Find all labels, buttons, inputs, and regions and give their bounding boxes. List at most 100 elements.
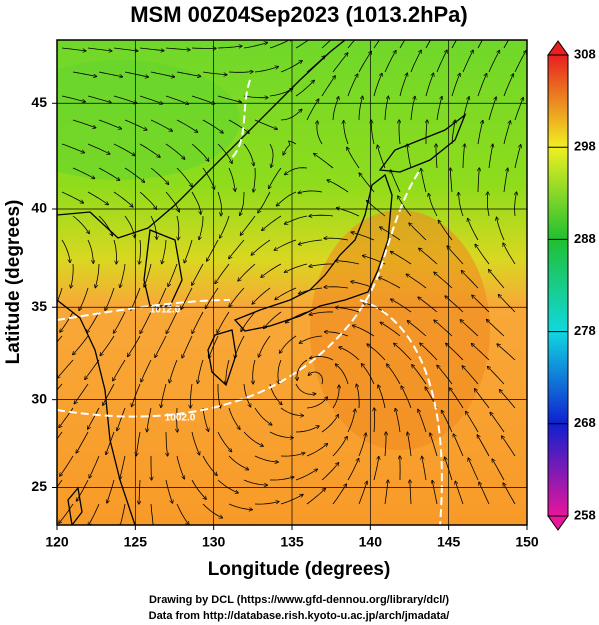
streamline: [72, 71, 97, 77]
streamline: [462, 366, 479, 385]
y-tick-label: 30: [31, 390, 47, 406]
streamline: [198, 359, 204, 383]
streamline: [240, 191, 245, 215]
streamline: [380, 322, 401, 337]
streamline: [113, 95, 137, 103]
streamline: [177, 407, 178, 432]
streamline: [147, 407, 152, 432]
streamline: [438, 220, 453, 241]
streamline: [235, 335, 245, 358]
streamline: [139, 479, 140, 504]
streamline: [229, 239, 245, 259]
streamline: [139, 47, 164, 51]
streamline: [162, 239, 167, 264]
streamline: [514, 98, 523, 121]
streamline: [57, 479, 63, 488]
streamline: [490, 412, 505, 433]
streamline: [243, 43, 267, 49]
streamline: [264, 311, 282, 329]
streamline: [335, 364, 349, 385]
streamline: [391, 170, 401, 193]
contour-label: 1002.0: [165, 413, 196, 424]
streamline: [57, 287, 63, 304]
streamline: [437, 365, 453, 385]
streamline: [106, 431, 115, 455]
colorbar-tick-label: 268: [574, 415, 596, 430]
streamline: [165, 95, 189, 104]
streamline: [412, 365, 427, 385]
streamline: [220, 215, 230, 238]
colorbar-tick-label: 258: [574, 507, 596, 522]
streamline: [295, 426, 319, 433]
streamline: [156, 287, 167, 310]
cool-region: [57, 60, 240, 180]
streamline: [359, 173, 375, 193]
isobar: [359, 299, 443, 525]
streamline: [228, 455, 249, 470]
streamline: [363, 256, 386, 265]
streamline: [321, 463, 339, 481]
streamline: [113, 191, 133, 207]
x-tick-label: 135: [280, 534, 304, 550]
streamline: [295, 40, 310, 49]
streamline: [410, 480, 411, 505]
streamline: [442, 410, 453, 433]
streamline: [270, 477, 294, 481]
streamline: [76, 431, 89, 453]
streamline: [384, 480, 388, 505]
streamline: [124, 215, 135, 238]
streamline: [217, 143, 232, 163]
streamline: [477, 121, 483, 145]
streamline: [252, 287, 271, 304]
streamline: [254, 119, 277, 129]
streamline: [309, 311, 334, 315]
streamline: [71, 263, 74, 288]
streamline: [461, 271, 479, 289]
streamline: [309, 263, 333, 267]
streamline: [451, 40, 457, 49]
streamline: [399, 120, 400, 145]
streamline: [429, 194, 438, 217]
streamline: [385, 432, 386, 457]
streamline: [309, 215, 334, 216]
streamline: [503, 121, 510, 145]
streamline: [202, 503, 222, 518]
streamline: [98, 71, 123, 77]
colorbar-tick-label: 278: [574, 323, 596, 338]
streamline: [202, 455, 217, 475]
streamline: [377, 145, 386, 169]
streamline: [61, 191, 83, 203]
streamline: [327, 180, 349, 193]
streamline: [72, 215, 89, 234]
streamline: [445, 296, 464, 313]
streamline: [306, 489, 325, 505]
streamline: [207, 239, 219, 261]
plot-area: 1012.0 1002.0: [57, 40, 527, 525]
streamline: [379, 277, 401, 289]
streamline: [184, 239, 193, 263]
streamline: [422, 456, 427, 481]
streamline: [297, 359, 308, 380]
y-tick-label: 25: [31, 478, 47, 494]
x-tick-label: 130: [202, 534, 226, 550]
streamline: [321, 415, 338, 433]
streamline: [436, 144, 437, 169]
streamline: [436, 50, 447, 73]
streamline: [410, 96, 415, 121]
colorbar-tick-label: 308: [574, 46, 596, 61]
streamline: [277, 191, 297, 206]
streamline: [285, 167, 308, 175]
streamline: [243, 143, 254, 166]
streamline: [57, 359, 74, 378]
streamline: [150, 503, 153, 525]
x-axis-label: Longitude (degrees): [208, 559, 391, 580]
streamline: [60, 455, 74, 476]
streamline: [339, 347, 360, 361]
coastline: [378, 113, 467, 173]
streamline: [269, 431, 293, 438]
streamline: [409, 223, 427, 241]
streamline: [120, 263, 126, 287]
streamline: [128, 335, 141, 357]
streamline: [72, 119, 96, 128]
colorbar-scale: [547, 54, 569, 517]
